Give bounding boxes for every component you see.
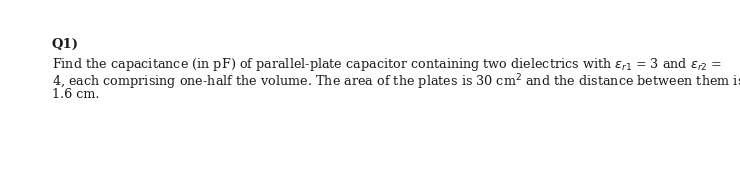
Text: Find the capacitance (in pF) of parallel-plate capacitor containing two dielectr: Find the capacitance (in pF) of parallel… bbox=[52, 56, 722, 73]
Text: 4, each comprising one-half the volume. The area of the plates is 30 cm$^{2}$ an: 4, each comprising one-half the volume. … bbox=[52, 72, 740, 92]
Text: Q1): Q1) bbox=[52, 38, 79, 51]
Text: 1.6 cm.: 1.6 cm. bbox=[52, 88, 99, 101]
